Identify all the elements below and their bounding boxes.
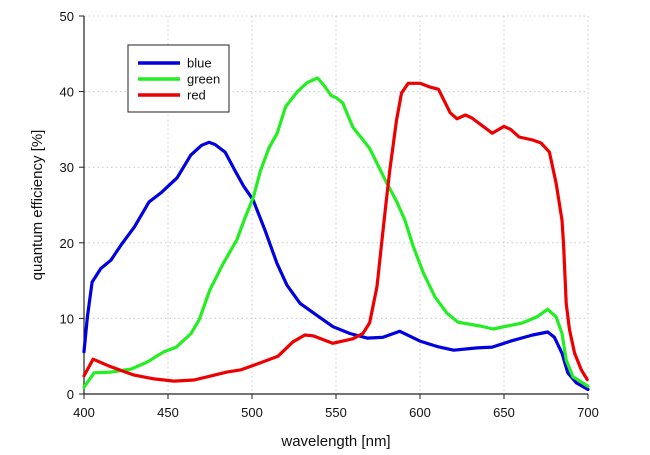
x-tick-label: 600	[409, 405, 431, 420]
x-tick-label: 550	[325, 405, 347, 420]
series-line-red	[82, 81, 589, 383]
legend-label: green	[187, 72, 220, 87]
legend-label: red	[187, 88, 206, 103]
y-tick-label: 30	[60, 160, 74, 175]
series-line-green	[82, 76, 590, 389]
x-tick-label: 650	[493, 405, 515, 420]
ticks: 400 450 500 550 600 650 700 0 10 20 30 40 50	[60, 9, 599, 420]
x-axis-title: wavelength [nm]	[280, 433, 390, 450]
grid	[84, 15, 589, 394]
y-axis-title: quantum efficiency [%]	[29, 130, 46, 281]
legend-item-blue: blue	[138, 56, 212, 71]
y-tick-label: 50	[60, 9, 74, 24]
x-tick-label: 400	[73, 405, 95, 420]
series	[82, 76, 590, 392]
series-line-blue	[82, 140, 590, 392]
legend-label: blue	[187, 56, 212, 71]
x-tick-label: 450	[157, 405, 179, 420]
legend-item-red: red	[138, 88, 206, 103]
y-tick-label: 40	[60, 85, 74, 100]
y-tick-label: 10	[60, 311, 74, 326]
legend-item-green: green	[138, 72, 220, 87]
x-tick-label: 700	[577, 405, 599, 420]
y-tick-label: 0	[67, 387, 74, 402]
y-tick-label: 20	[60, 236, 74, 251]
x-tick-label: 500	[241, 405, 263, 420]
